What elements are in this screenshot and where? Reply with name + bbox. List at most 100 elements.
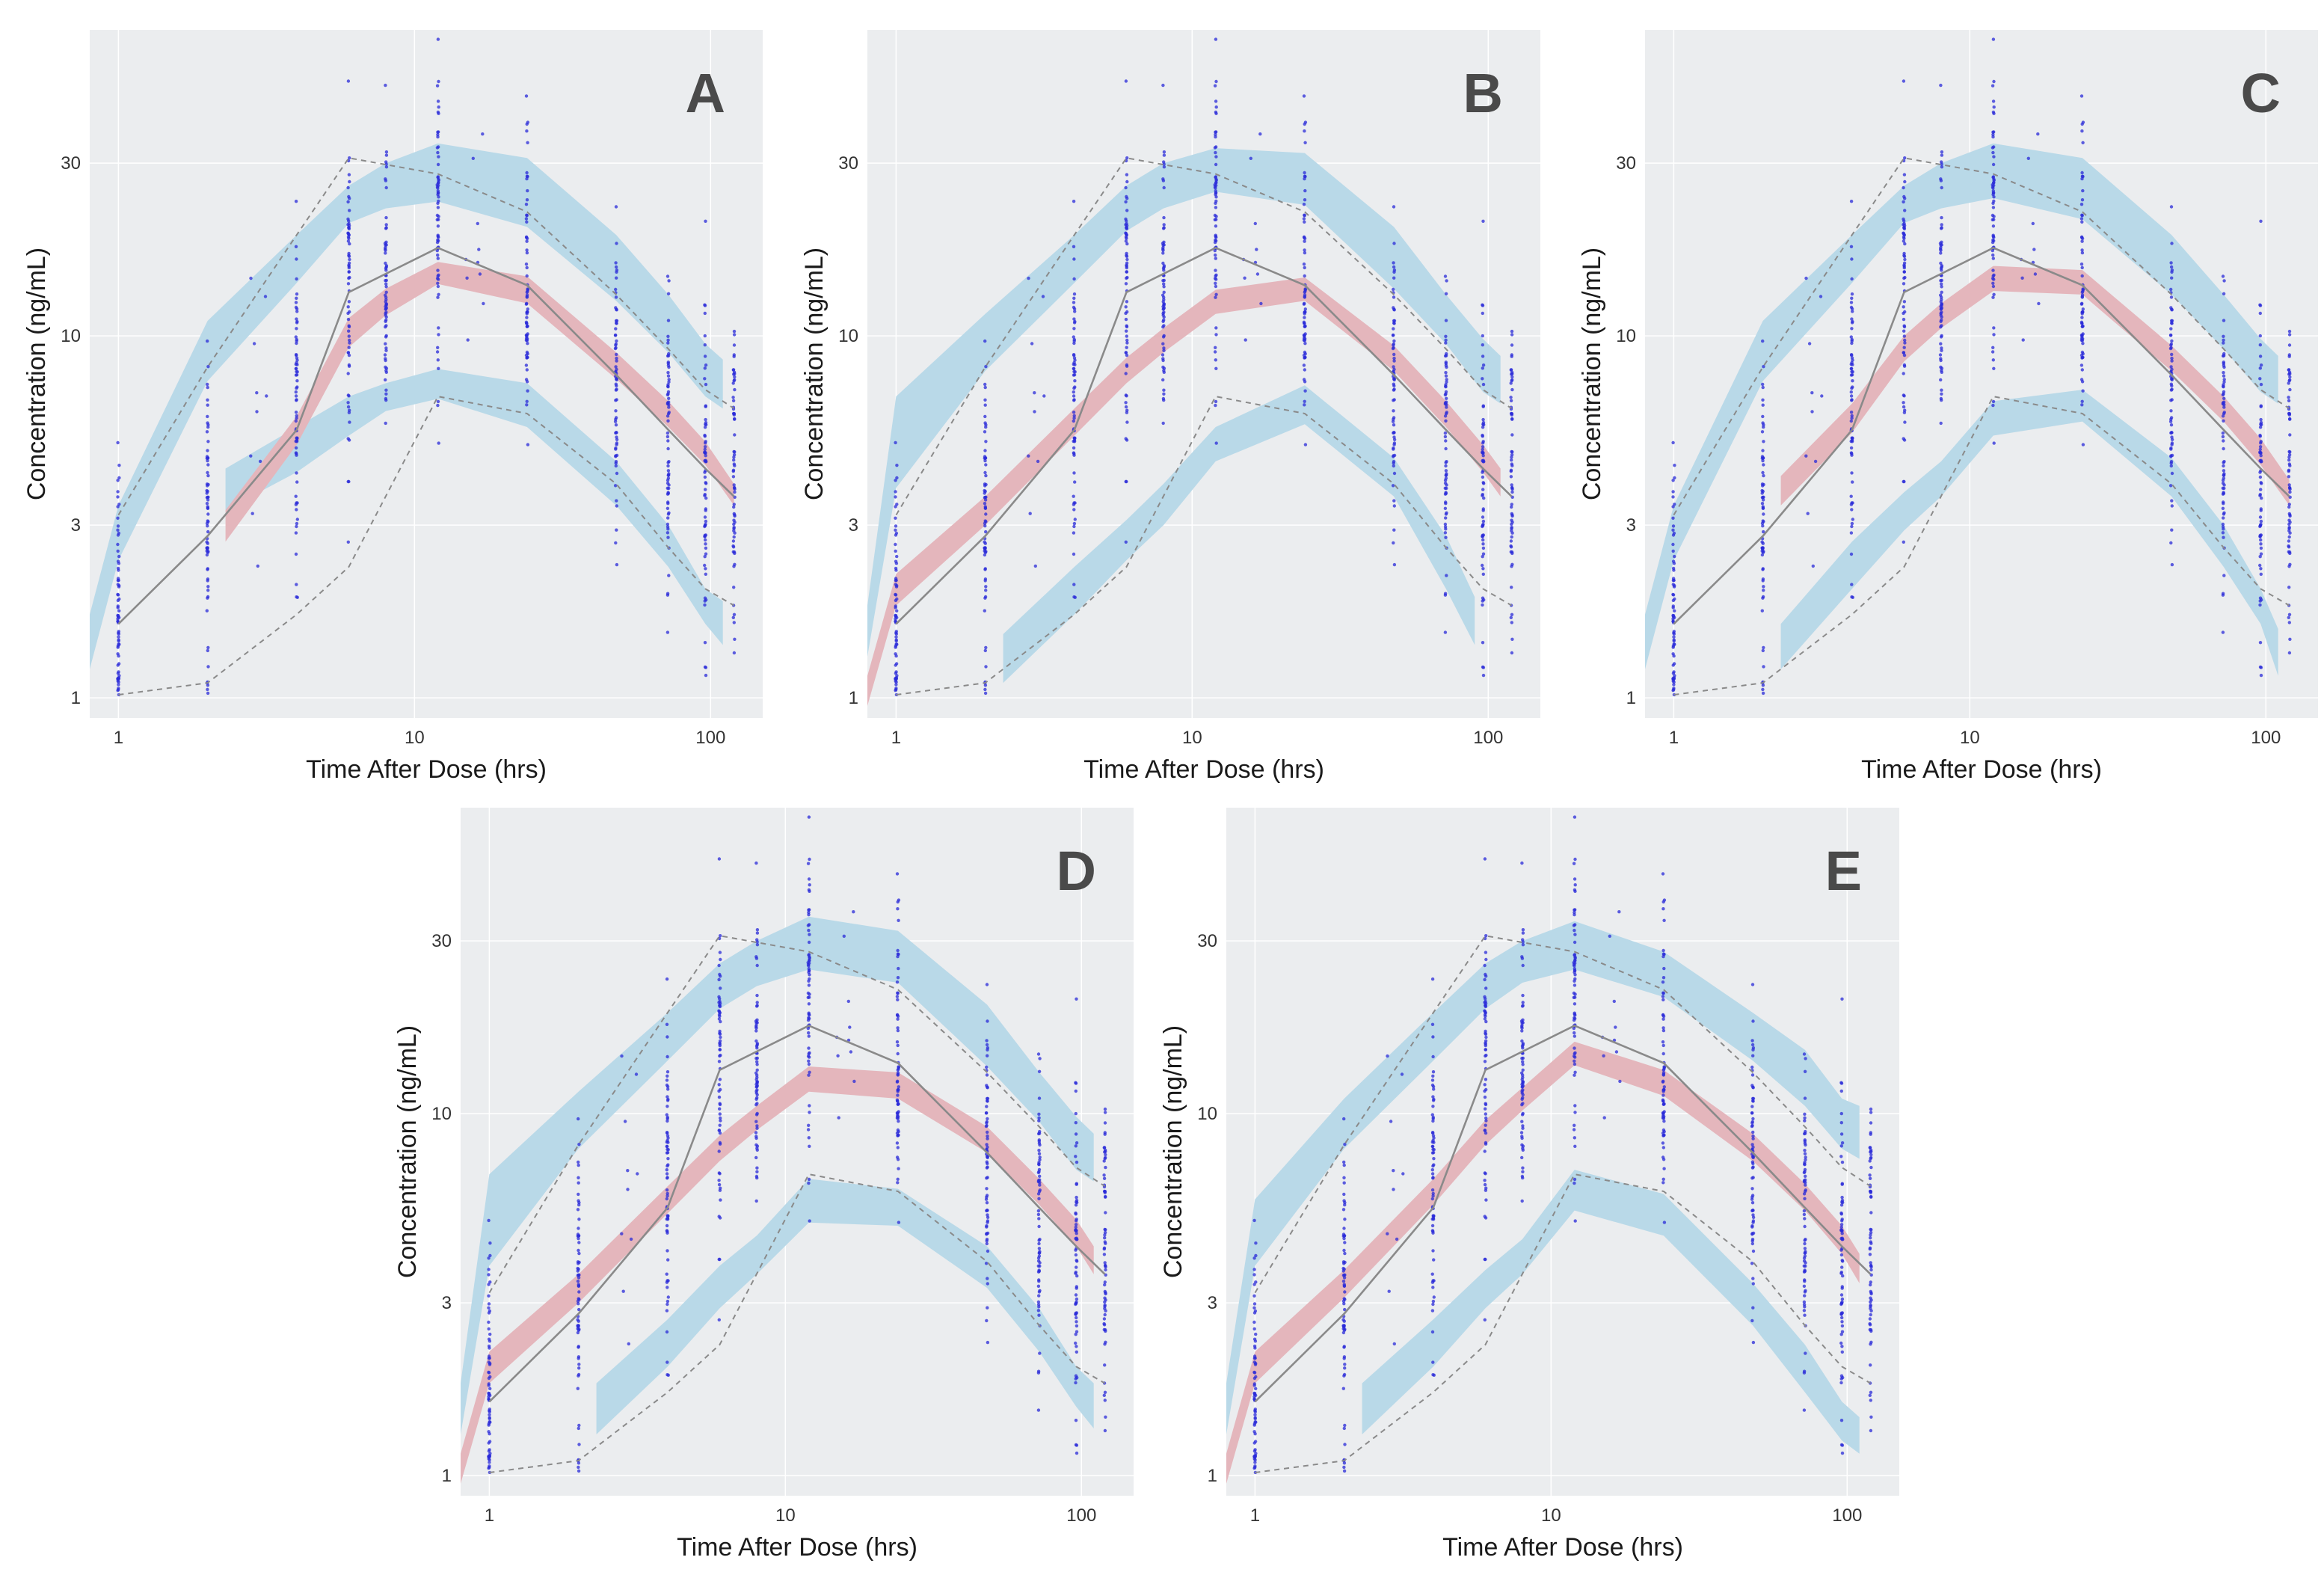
observed-point <box>1940 307 1943 311</box>
observed-point <box>665 1113 668 1117</box>
y-tick-label: 10 <box>431 1104 452 1124</box>
observed-point <box>1661 1040 1665 1044</box>
y-tick-label: 3 <box>1626 515 1636 535</box>
observed-point <box>985 1111 989 1115</box>
observed-point <box>1803 1167 1807 1172</box>
observed-point <box>1671 619 1675 623</box>
observed-point <box>719 1198 722 1202</box>
observed-point <box>615 307 618 311</box>
observed-point <box>704 509 707 512</box>
observed-point <box>1762 585 1765 589</box>
observed-95th-line <box>1254 935 1872 1294</box>
observed-point <box>1940 366 1944 370</box>
observed-point <box>1038 1158 1042 1161</box>
observed-point <box>1341 1269 1345 1273</box>
observed-point <box>1303 342 1307 346</box>
observed-point <box>808 857 811 862</box>
observed-point <box>1509 368 1513 372</box>
observed-point <box>1484 1014 1487 1018</box>
observed-point <box>807 1073 811 1077</box>
observed-point <box>2079 363 2084 367</box>
observed-point <box>577 1226 580 1230</box>
observed-point <box>347 324 351 328</box>
observed-point <box>384 243 388 247</box>
x-axis-title: Time After Dose (hrs) <box>1442 1533 1683 1562</box>
observed-point <box>1430 977 1435 981</box>
observed-point <box>488 1309 492 1313</box>
observed-point <box>295 321 299 325</box>
observed-point <box>1075 1345 1078 1348</box>
observed-point <box>2258 311 2262 316</box>
observed-point <box>985 1225 989 1229</box>
observed-point <box>1510 378 1514 382</box>
observed-point <box>986 1130 989 1135</box>
observed-point <box>666 469 671 473</box>
observed-point <box>2169 464 2173 468</box>
observed-point <box>614 447 618 451</box>
observed-point <box>1661 1116 1665 1120</box>
observed-point <box>1392 455 1395 458</box>
observed-point <box>755 931 760 935</box>
observed-point <box>1162 185 1166 190</box>
observed-point <box>1940 268 1943 272</box>
observed-point <box>2221 274 2225 278</box>
observed-point <box>615 528 618 532</box>
observed-point <box>1521 938 1525 942</box>
observed-point <box>755 1111 759 1116</box>
observed-point <box>1342 1357 1346 1360</box>
observed-point <box>1840 1265 1844 1269</box>
observed-point <box>808 1111 811 1114</box>
observed-point <box>116 490 120 494</box>
observed-point <box>755 1170 759 1173</box>
observed-point <box>2287 399 2291 402</box>
observed-point <box>614 261 618 265</box>
observed-point <box>1125 275 1129 280</box>
observed-point <box>2287 381 2290 385</box>
observed-point <box>665 593 670 597</box>
observed-point <box>1672 642 1676 646</box>
observed-point <box>1074 1312 1078 1316</box>
observed-point <box>348 310 351 314</box>
observed-point <box>1253 1346 1257 1350</box>
observed-point <box>1849 494 1853 498</box>
observed-point <box>718 1188 722 1192</box>
observed-point <box>1255 248 1258 251</box>
observed-point <box>1303 399 1306 403</box>
observed-point <box>1430 1168 1434 1172</box>
observed-point <box>384 388 388 392</box>
pi-5th-band <box>1003 385 1475 684</box>
observed-point <box>1443 393 1448 397</box>
observed-point <box>294 531 298 535</box>
observed-point <box>665 1144 668 1149</box>
observed-point <box>808 889 811 893</box>
observed-point <box>1573 857 1577 862</box>
observed-point <box>1103 1300 1107 1304</box>
observed-point <box>206 495 209 500</box>
observed-point <box>704 423 707 426</box>
observed-point <box>665 1360 669 1364</box>
observed-point <box>1940 185 1943 190</box>
observed-point <box>1162 243 1166 247</box>
observed-point <box>524 235 529 239</box>
observed-point <box>294 335 298 339</box>
observed-point <box>665 1070 670 1074</box>
observed-point <box>2081 389 2085 393</box>
observed-point <box>1392 242 1396 245</box>
observed-point <box>1162 268 1166 272</box>
observed-point <box>2080 316 2084 319</box>
observed-point <box>346 351 350 354</box>
observed-point <box>1840 1200 1844 1204</box>
observed-point <box>1992 199 1996 203</box>
observed-point <box>2080 214 2084 218</box>
observed-point <box>346 217 350 221</box>
observed-point <box>487 1430 491 1434</box>
observed-point <box>755 1088 759 1092</box>
observed-point <box>897 1167 900 1170</box>
observed-point <box>2259 519 2263 524</box>
observed-point <box>1991 191 1996 195</box>
observed-point <box>1940 160 1943 164</box>
observed-point <box>1254 1241 1258 1245</box>
observed-point <box>1868 1393 1872 1397</box>
observed-point <box>1445 473 1448 477</box>
observed-point <box>1252 1320 1256 1324</box>
